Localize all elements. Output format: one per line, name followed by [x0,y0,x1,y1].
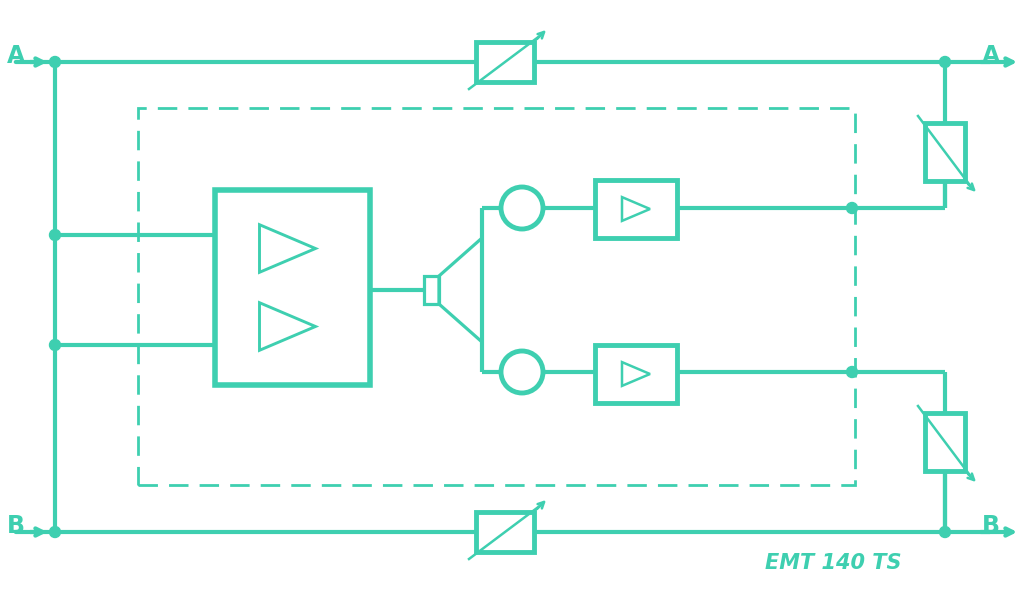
Text: B: B [982,514,1000,538]
Text: B: B [7,514,25,538]
Circle shape [939,57,950,67]
Circle shape [501,187,543,229]
Circle shape [847,366,857,378]
Bar [595,345,677,403]
Bar [138,108,855,485]
Circle shape [847,202,857,214]
Circle shape [49,339,60,350]
Bar [424,276,439,304]
Circle shape [49,230,60,241]
Circle shape [501,351,543,393]
Text: A: A [982,44,1000,68]
Bar [595,180,677,238]
Bar [215,190,370,385]
Bar [476,42,534,82]
Circle shape [49,57,60,67]
Circle shape [49,526,60,537]
Bar [925,123,965,181]
Bar [925,413,965,471]
Text: A: A [7,44,26,68]
Circle shape [939,526,950,537]
Bar [476,512,534,552]
Text: EMT 140 TS: EMT 140 TS [765,553,901,573]
